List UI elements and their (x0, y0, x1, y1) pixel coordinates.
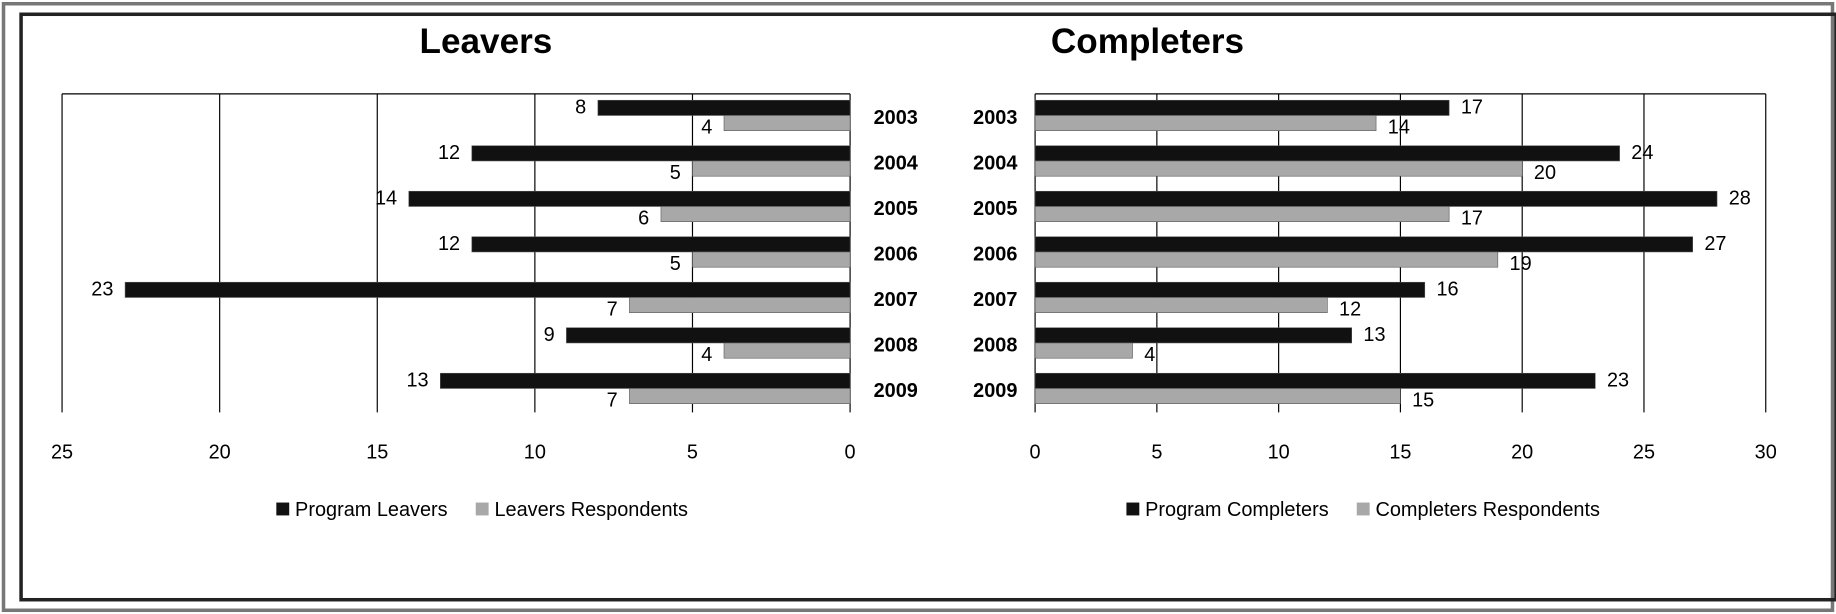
chart-title: Completers (1051, 22, 1244, 61)
bar (1034, 281, 1426, 298)
bar (471, 145, 851, 162)
category-label: 2008 (973, 335, 1017, 357)
inner-frame (19, 12, 1836, 602)
x-tick-label: 30 (1755, 442, 1777, 464)
x-tick-label: 25 (1633, 442, 1655, 464)
data-label: 24 (1631, 142, 1653, 164)
legend-swatch (1356, 502, 1370, 516)
x-tick-label: 10 (1268, 442, 1290, 464)
bar (471, 236, 851, 253)
data-label: 13 (1363, 324, 1385, 346)
bar (723, 342, 851, 359)
data-label: 17 (1461, 208, 1483, 230)
category-label: 2009 (874, 380, 918, 402)
category-label: 2003 (874, 107, 918, 129)
x-tick-label: 0 (1030, 442, 1041, 464)
data-label: 5 (670, 253, 681, 275)
data-label: 27 (1704, 233, 1726, 255)
bar (723, 115, 851, 131)
x-tick-label: 5 (1151, 442, 1162, 464)
data-label: 4 (701, 344, 712, 366)
x-tick-label: 20 (1511, 442, 1533, 464)
category-label: 2004 (973, 153, 1017, 175)
legend-label: Program Completers (1145, 499, 1329, 521)
bar (692, 160, 851, 177)
category-label: 2004 (874, 153, 918, 175)
legend-swatch (475, 502, 489, 516)
chart-title: Leavers (420, 22, 553, 61)
data-label: 4 (701, 117, 712, 139)
category-label: 2005 (874, 198, 918, 220)
bar (1034, 145, 1620, 162)
bar (408, 190, 851, 207)
bar (660, 206, 851, 222)
data-label: 13 (406, 370, 428, 392)
legend-label: Leavers Respondents (494, 499, 688, 521)
bar (440, 372, 851, 389)
bar (692, 251, 851, 268)
x-tick-label: 20 (209, 442, 231, 464)
data-label: 7 (607, 390, 618, 412)
bar (629, 297, 851, 313)
data-label: 12 (438, 142, 460, 164)
data-label: 19 (1510, 253, 1532, 275)
bar (1034, 99, 1450, 116)
bar (1034, 342, 1133, 359)
data-label: 28 (1729, 188, 1751, 210)
data-label: 20 (1534, 162, 1556, 184)
category-label: 2007 (973, 289, 1017, 311)
data-label: 14 (375, 188, 397, 210)
bar (1034, 297, 1328, 313)
x-tick-label: 25 (51, 442, 73, 464)
category-label: 2006 (874, 244, 918, 266)
data-label: 15 (1412, 390, 1434, 412)
bar (1034, 327, 1353, 344)
data-label: 8 (575, 97, 586, 119)
bar (1034, 190, 1718, 207)
data-label: 14 (1388, 117, 1410, 139)
bar (566, 327, 851, 344)
legend-label: Program Leavers (295, 499, 448, 521)
category-label: 2006 (973, 244, 1017, 266)
data-label: 5 (670, 162, 681, 184)
category-label: 2007 (874, 289, 918, 311)
x-tick-label: 10 (524, 442, 546, 464)
data-label: 16 (1436, 279, 1458, 301)
bar (1034, 251, 1499, 268)
bar (1034, 115, 1377, 131)
bar (1034, 388, 1401, 404)
legend-swatch (1126, 502, 1140, 516)
data-label: 17 (1461, 97, 1483, 119)
category-label: 2003 (973, 107, 1017, 129)
data-label: 12 (438, 233, 460, 255)
data-label: 4 (1144, 344, 1155, 366)
data-label: 23 (1607, 370, 1629, 392)
category-label: 2005 (973, 198, 1017, 220)
data-label: 7 (607, 299, 618, 321)
bar (597, 99, 851, 116)
data-label: 12 (1339, 299, 1361, 321)
data-label: 9 (544, 324, 555, 346)
data-label: 23 (91, 279, 113, 301)
bar (629, 388, 851, 404)
legend-label: Completers Respondents (1375, 499, 1599, 521)
category-label: 2008 (874, 335, 918, 357)
bar (1034, 372, 1596, 389)
x-tick-label: 0 (845, 442, 856, 464)
bar (1034, 160, 1523, 177)
bar (1034, 236, 1693, 253)
category-label: 2009 (973, 380, 1017, 402)
x-tick-label: 5 (687, 442, 698, 464)
x-tick-label: 15 (366, 442, 388, 464)
data-label: 6 (638, 208, 649, 230)
bar (124, 281, 851, 298)
x-tick-label: 15 (1389, 442, 1411, 464)
legend-swatch (276, 502, 290, 516)
bar (1034, 206, 1450, 222)
